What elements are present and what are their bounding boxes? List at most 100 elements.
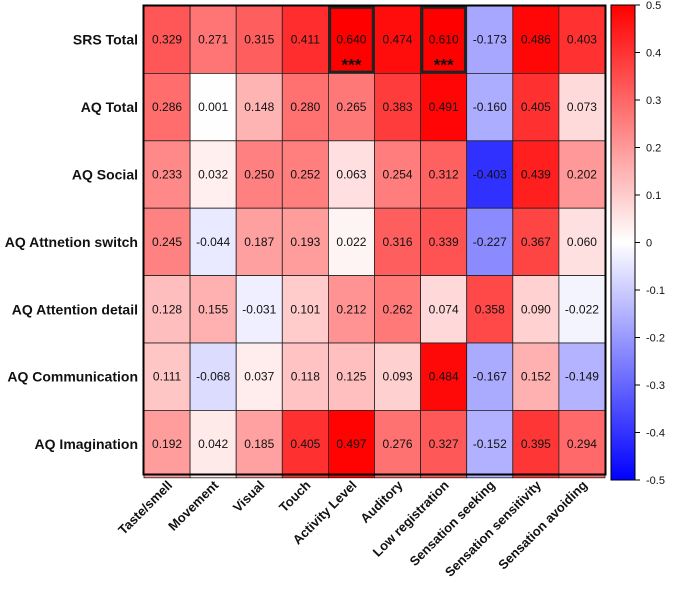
heatmap-border bbox=[142, 4, 607, 476]
heatmap-cell bbox=[558, 409, 606, 479]
heatmap-cell bbox=[420, 73, 468, 142]
cell-value-label: -0.031 bbox=[242, 302, 276, 316]
heatmap-cell bbox=[374, 275, 421, 344]
heatmap-cell bbox=[512, 73, 560, 142]
heatmap-cell bbox=[558, 275, 606, 344]
cell-value-label: 0.148 bbox=[244, 100, 274, 114]
cell-value-label: 0.042 bbox=[198, 437, 228, 451]
cell-value-label: 0.202 bbox=[567, 168, 597, 182]
colorbar-tick-label: -0.3 bbox=[646, 380, 665, 392]
heatmap-cell bbox=[466, 73, 514, 142]
cell-value-label: 0.101 bbox=[290, 302, 320, 316]
cell-value-label: 0.358 bbox=[475, 302, 505, 316]
cell-value-label: 0.411 bbox=[291, 33, 320, 47]
highlight-boxes: *** *** bbox=[328, 6, 467, 74]
cell-value-label: -0.152 bbox=[473, 437, 507, 451]
heatmap-cell bbox=[374, 73, 421, 142]
heatmap-cell bbox=[558, 5, 606, 74]
cell-value-label: -0.403 bbox=[473, 168, 507, 182]
cell-value-label: 0.001 bbox=[198, 100, 228, 114]
heatmap-cell bbox=[512, 409, 560, 479]
heatmap-cell bbox=[512, 275, 560, 344]
cell-value-label: 0.250 bbox=[244, 168, 274, 182]
heatmap-cell bbox=[327, 140, 375, 209]
heatmap-cell bbox=[235, 140, 283, 209]
heatmap-cell bbox=[466, 5, 514, 74]
cell-value-label: 0.090 bbox=[521, 302, 551, 316]
column-label: Movement bbox=[165, 477, 222, 534]
heatmap-cell bbox=[558, 73, 606, 142]
heatmap-cell bbox=[466, 409, 514, 479]
colorbar-tick-label: -0.4 bbox=[646, 428, 665, 440]
heatmap-cell bbox=[235, 275, 283, 344]
heatmap-cell bbox=[281, 409, 329, 479]
colorbar-tick-label: 0.5 bbox=[646, 0, 661, 12]
cell-value-label: 0.037 bbox=[244, 370, 274, 384]
cell-value-label: 0.395 bbox=[521, 437, 551, 451]
cell-value-label: -0.173 bbox=[473, 33, 507, 47]
heatmap-cell bbox=[189, 73, 237, 142]
cell-value-label: -0.068 bbox=[196, 370, 230, 384]
heatmap-cell bbox=[374, 342, 421, 411]
cell-value-label: 0.111 bbox=[153, 370, 182, 384]
cell-value-label: 0.276 bbox=[383, 437, 413, 451]
heatmap-cell bbox=[558, 207, 606, 276]
cell-value-label: 0.060 bbox=[567, 235, 597, 249]
cell-value-label: 0.063 bbox=[336, 168, 366, 182]
cell-value-label: 0.316 bbox=[383, 235, 413, 249]
cell-value-label: 0.405 bbox=[521, 100, 551, 114]
heatmap-cell bbox=[143, 342, 191, 411]
heatmap-cell bbox=[189, 140, 237, 209]
heatmap-cell bbox=[466, 207, 514, 276]
cell-value-label: 0.271 bbox=[198, 33, 228, 47]
row-label: AQ Total bbox=[81, 99, 138, 115]
column-label: Visual bbox=[230, 478, 268, 516]
cell-value-label: 0.152 bbox=[521, 370, 551, 384]
cell-value-label: 0.286 bbox=[152, 100, 182, 114]
row-label: AQ Social bbox=[72, 167, 138, 183]
heatmap-cell bbox=[143, 5, 191, 74]
row-label: SRS Total bbox=[73, 32, 138, 48]
heatmap-cell bbox=[143, 409, 191, 479]
cell-value-label: 0.484 bbox=[429, 370, 459, 384]
heatmap-cell bbox=[420, 140, 468, 209]
cell-value-label: 0.193 bbox=[290, 235, 320, 249]
heatmap-cell bbox=[281, 342, 329, 411]
cell-value-label: 0.073 bbox=[567, 100, 597, 114]
colorbar-ticks: 0.5 0.4 0.3 0.2 0.1 0 -0.1 -0.2 -0.3 -0.4 -0.5 bbox=[635, 0, 665, 487]
heatmap-cell bbox=[466, 140, 514, 209]
cell-value-label: 0.128 bbox=[152, 302, 182, 316]
colorbar: 0.5 0.4 0.3 0.2 0.1 0 -0.1 -0.2 -0.3 -0.4 -0.5 bbox=[610, 0, 665, 487]
heatmap-cell bbox=[374, 5, 421, 74]
colorbar-tick-label: 0.2 bbox=[646, 143, 661, 155]
heatmap-cell bbox=[281, 5, 329, 74]
cell-value-label: 0.312 bbox=[429, 168, 459, 182]
cell-value-label: 0.233 bbox=[152, 168, 182, 182]
significance-box bbox=[420, 6, 467, 74]
row-label: AQ Attnetion switch bbox=[5, 234, 138, 250]
cell-value-label: 0.339 bbox=[429, 235, 459, 249]
cell-value-label: 0.610 bbox=[429, 33, 459, 47]
row-label: AQ Communication bbox=[7, 369, 138, 385]
heatmap-cell bbox=[143, 207, 191, 276]
column-label: Touch bbox=[276, 477, 314, 515]
heatmap-cell bbox=[143, 140, 191, 209]
heatmap-cell bbox=[189, 275, 237, 344]
cell-value-label: 0.329 bbox=[152, 33, 182, 47]
cell-value-label: 0.439 bbox=[521, 168, 551, 182]
cell-value-label: -0.149 bbox=[565, 370, 599, 384]
heatmap-cell bbox=[466, 275, 514, 344]
row-label: AQ Imagination bbox=[35, 436, 138, 452]
cell-value-label: 0.640 bbox=[336, 33, 366, 47]
cell-value-label: 0.474 bbox=[383, 33, 413, 47]
cell-value-label: -0.227 bbox=[473, 235, 507, 249]
colorbar-tick-label: -0.5 bbox=[646, 475, 665, 487]
column-label: Sensation avoiding bbox=[495, 477, 590, 572]
cell-value-label: 0.262 bbox=[383, 302, 413, 316]
heatmap-cells: 0.329 0.271 0.315 0.411 0.640 0.474 0.610 -0.17… bbox=[143, 5, 606, 479]
heatmap-cell bbox=[420, 275, 468, 344]
heatmap-cell bbox=[420, 207, 468, 276]
row-label: AQ Attention detail bbox=[12, 301, 138, 317]
